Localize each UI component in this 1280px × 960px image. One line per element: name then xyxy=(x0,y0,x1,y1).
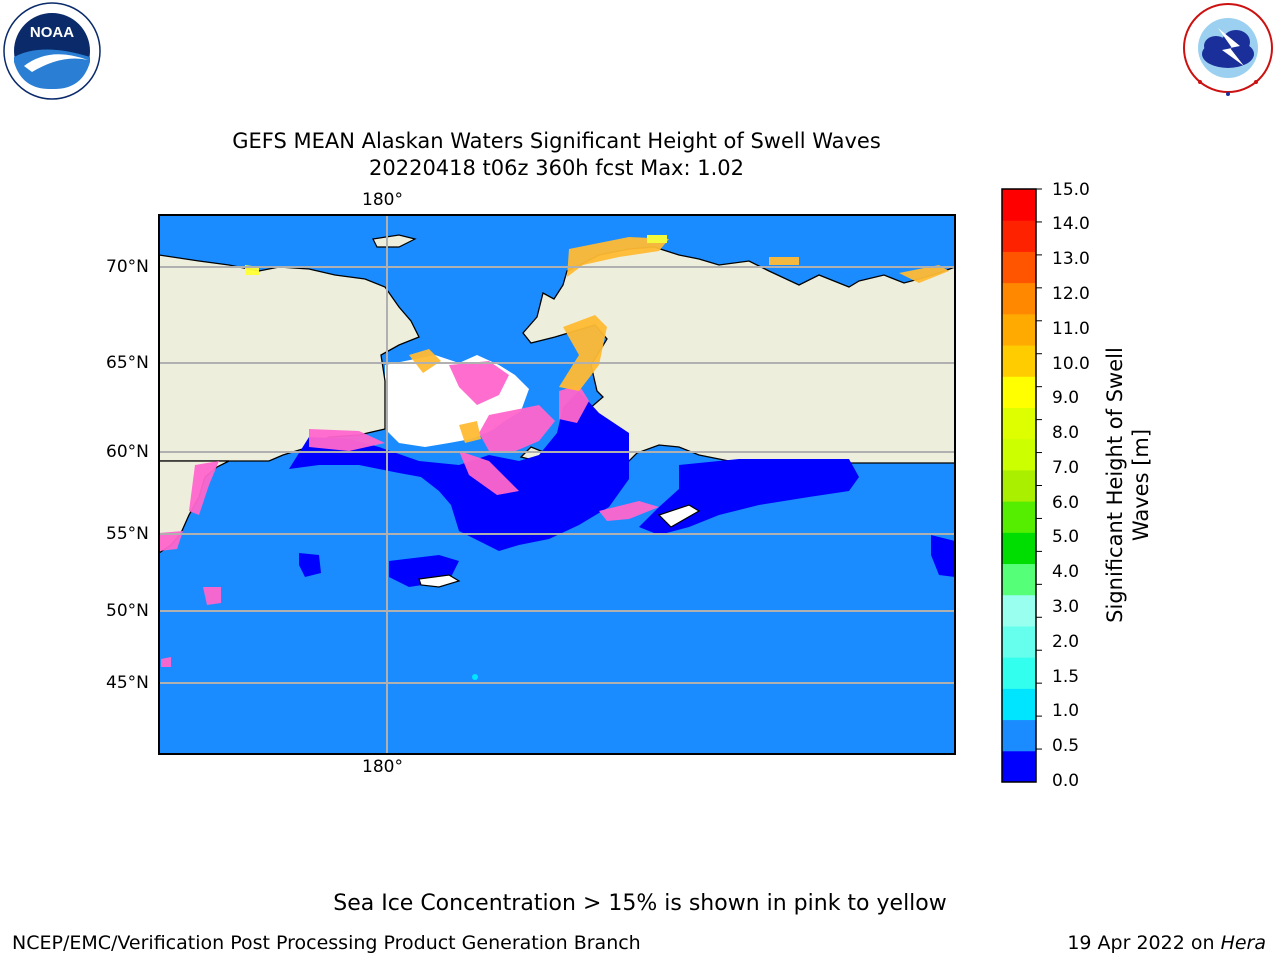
colorbar-tick: 4.0 xyxy=(1052,562,1080,582)
nws-logo xyxy=(1183,3,1273,96)
lat-label-70: 70°N xyxy=(106,257,149,277)
colorbar xyxy=(1001,188,1042,783)
siberia-coast xyxy=(159,254,420,462)
lat-label-65: 65°N xyxy=(106,353,149,373)
colorbar-segment xyxy=(1002,501,1036,533)
lat-label-55: 55°N xyxy=(106,524,149,544)
colorbar-segment xyxy=(1002,407,1036,440)
date-stamp: 19 Apr 2022 on Hera xyxy=(1067,932,1266,954)
colorbar-label: Significant Height of Swell Waves [m] xyxy=(1102,315,1154,655)
lon-label-top: 180° xyxy=(362,190,403,210)
colorbar-segment xyxy=(1002,345,1036,377)
island-st-lawrence xyxy=(372,234,417,248)
colorbar-tick: 14.0 xyxy=(1052,214,1090,234)
map-plot xyxy=(158,214,956,755)
colorbar-segment xyxy=(1002,594,1036,627)
host-name: Hera xyxy=(1220,932,1266,954)
colorbar-tick: 3.0 xyxy=(1052,597,1080,617)
colorbar-segment xyxy=(1002,282,1036,315)
colorbar-segment xyxy=(1002,438,1036,471)
colorbar-segment xyxy=(1002,719,1036,752)
colorbar-tick: 7.0 xyxy=(1052,458,1080,478)
colorbar-label-text: Significant Height of Swell Waves [m] xyxy=(1103,347,1153,623)
map-frame xyxy=(158,214,956,755)
colorbar-segment xyxy=(1002,750,1036,783)
lon-label-bottom: 180° xyxy=(362,757,403,777)
island-aleutian-chain xyxy=(418,574,461,588)
colorbar-tick: 11.0 xyxy=(1052,319,1090,339)
colorbar-segment xyxy=(1002,625,1036,658)
colorbar-tick: 13.0 xyxy=(1052,249,1090,269)
deep-zone-commander xyxy=(299,553,321,577)
colorbar-segment xyxy=(1002,657,1036,689)
lat-label-45: 45°N xyxy=(106,673,149,693)
colorbar-tick: 1.5 xyxy=(1052,667,1080,687)
island-mid-pacific xyxy=(472,674,478,680)
colorbar-segment xyxy=(1002,251,1036,284)
noaa-logo: NOAA xyxy=(3,2,101,100)
colorbar-tick: 8.0 xyxy=(1052,423,1080,443)
colorbar-tick: 10.0 xyxy=(1052,354,1090,374)
colorbar-segment xyxy=(1002,376,1036,408)
colorbar-segment xyxy=(1002,469,1036,502)
chart-title: GEFS MEAN Alaskan Waters Significant Hei… xyxy=(232,129,881,153)
lat-label-50: 50°N xyxy=(106,601,149,621)
ice-edge xyxy=(245,235,949,443)
colorbar-tick: 5.0 xyxy=(1052,527,1080,547)
deep-zone-gulf xyxy=(639,459,859,535)
land-mass xyxy=(159,215,955,464)
gridlines xyxy=(159,215,955,754)
sea-ice-note: Sea Ice Concentration > 15% is shown in … xyxy=(333,891,947,916)
colorbar-segment xyxy=(1002,189,1036,221)
sea-ice xyxy=(159,361,659,667)
island-kodiak xyxy=(657,504,701,528)
date-text: 19 Apr 2022 on xyxy=(1067,932,1215,954)
colorbar-segment xyxy=(1002,313,1036,346)
colorbar-segment xyxy=(1002,688,1036,721)
colorbar-tick: 9.0 xyxy=(1052,388,1080,408)
colorbar-segment xyxy=(1002,532,1036,565)
credit-text: NCEP/EMC/Verification Post Processing Pr… xyxy=(12,932,641,954)
colorbar-segment xyxy=(1002,220,1036,252)
colorbar-tick: 2.0 xyxy=(1052,632,1080,652)
deep-zone-bering xyxy=(289,391,629,551)
deep-zone-bc xyxy=(931,535,955,577)
colorbar-tick: 6.0 xyxy=(1052,493,1080,513)
colorbar-tick: 1.0 xyxy=(1052,701,1080,721)
colorbar-tick: 0.5 xyxy=(1052,736,1080,756)
colorbar-tick: 15.0 xyxy=(1052,180,1090,200)
lat-label-60: 60°N xyxy=(106,442,149,462)
colorbar-tick: 0.0 xyxy=(1052,771,1080,791)
noaa-logo-text: NOAA xyxy=(30,24,74,41)
chart-subtitle: 20220418 t06z 360h fcst Max: 1.02 xyxy=(369,156,744,180)
colorbar-tick: 12.0 xyxy=(1052,284,1090,304)
colorbar-segment xyxy=(1002,563,1036,596)
